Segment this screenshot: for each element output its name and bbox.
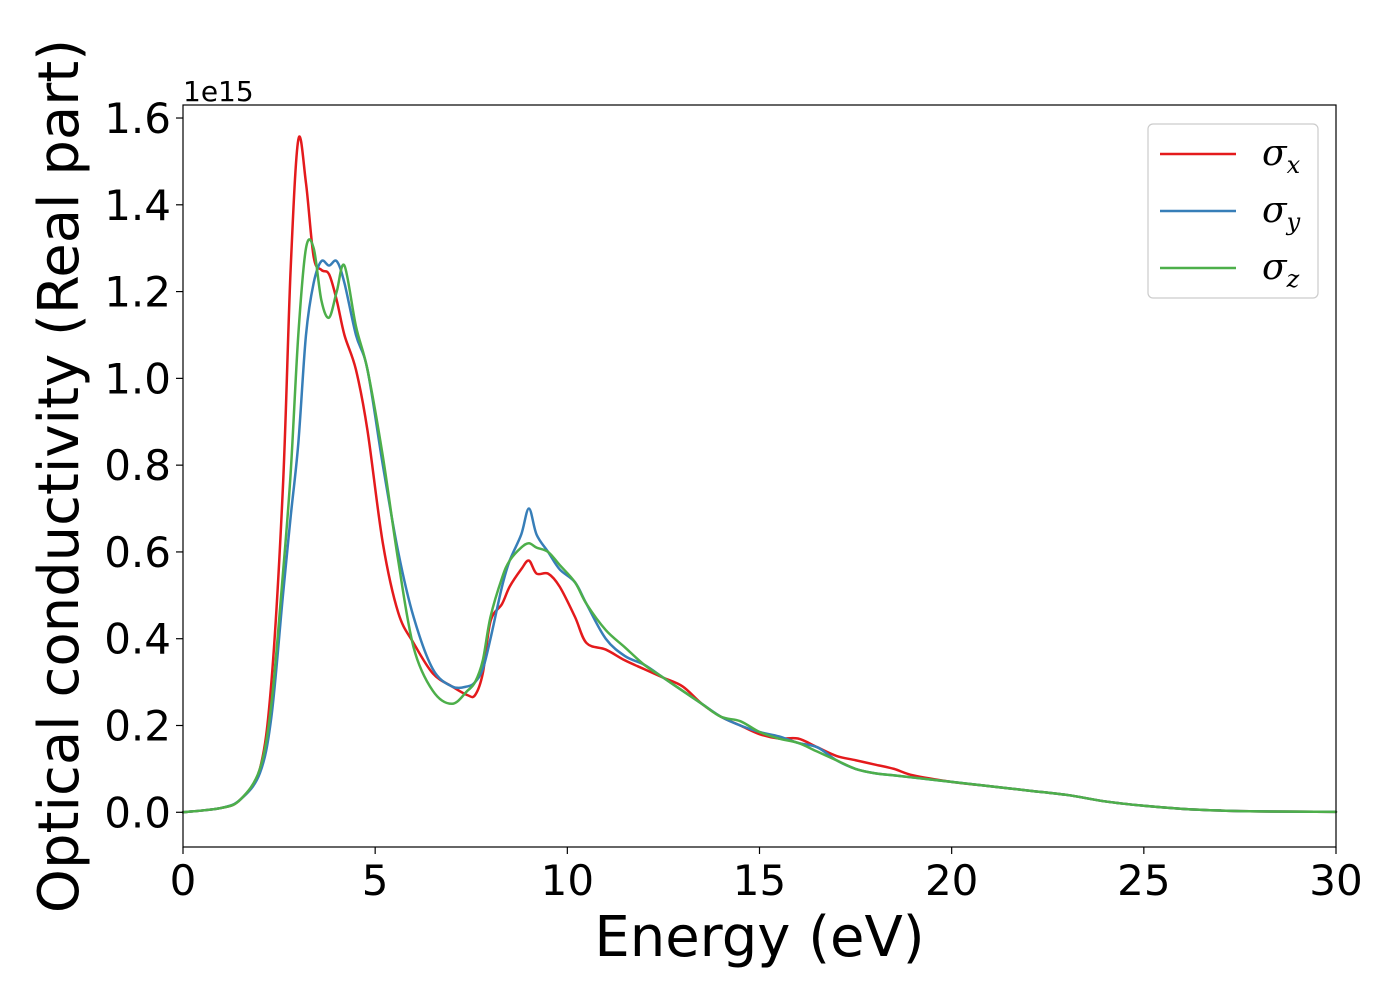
legend-label-y: σy <box>1262 190 1301 236</box>
x-tick-label: 5 <box>362 856 389 905</box>
x-tick-label: 20 <box>925 856 978 905</box>
x-tick-label: 10 <box>541 856 594 905</box>
y-tick-label: 0.6 <box>104 528 171 577</box>
x-tick-label: 15 <box>733 856 786 905</box>
y-tick-label: 1.0 <box>104 354 171 403</box>
legend-label-z: σz <box>1262 247 1300 293</box>
x-axis-title: Energy (eV) <box>594 905 924 970</box>
y-tick-label: 1.6 <box>104 94 171 143</box>
y-tick-label: 1.4 <box>104 181 171 230</box>
x-tick-label: 25 <box>1117 856 1170 905</box>
x-tick-label: 30 <box>1309 856 1362 905</box>
y-axis-ticks: 0.0 0.2 0.4 0.6 0.8 1.0 1.2 1.4 1.6 <box>104 94 183 837</box>
y-tick-label: 0.8 <box>104 441 171 490</box>
legend-label-x: σx <box>1262 133 1301 179</box>
y-axis-offset-label: 1e15 <box>183 75 254 108</box>
y-tick-label: 0.4 <box>104 615 171 664</box>
x-axis-ticks: 0 5 10 15 20 25 30 <box>170 847 1363 905</box>
series-line-z <box>181 238 1338 814</box>
series-line-x <box>181 135 1338 814</box>
series-layer <box>181 135 1338 814</box>
x-tick-label: 0 <box>170 856 197 905</box>
legend: σx σy σz <box>1147 123 1319 299</box>
y-tick-label: 0.2 <box>104 702 171 751</box>
legend-items: σx σy σz <box>1160 133 1301 293</box>
y-tick-label: 0.0 <box>104 788 171 837</box>
y-axis-title: Optical conductivity (Real part) <box>27 39 92 913</box>
y-tick-label: 1.2 <box>104 268 171 317</box>
